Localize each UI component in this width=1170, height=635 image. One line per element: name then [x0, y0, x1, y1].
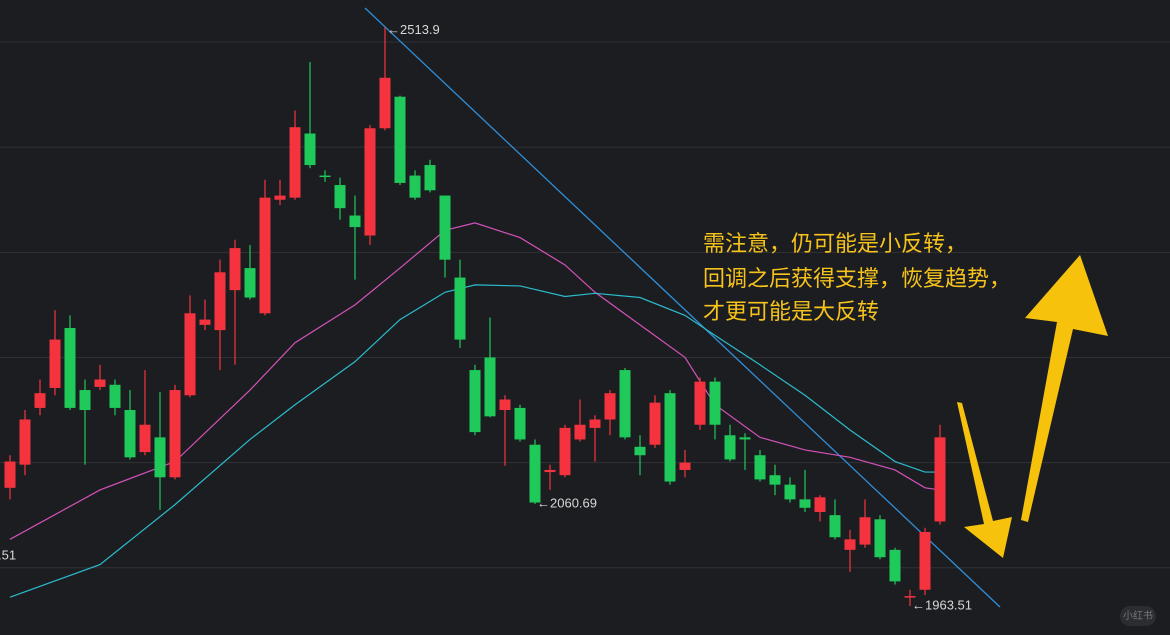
candle-body	[229, 248, 241, 291]
candle-body	[739, 437, 751, 440]
candle-body	[769, 475, 781, 485]
candle-body	[364, 128, 376, 236]
candle-body	[829, 515, 841, 538]
candle-body	[499, 399, 511, 411]
candle-body	[304, 133, 316, 166]
up-arrow	[1021, 255, 1108, 522]
candle-body	[289, 127, 301, 198]
candle-body	[484, 357, 496, 417]
candle-body	[904, 596, 916, 598]
candle-body	[64, 328, 76, 408]
candle-body	[469, 370, 481, 433]
watermark: 小红书	[1123, 609, 1153, 622]
note-line: 回调之后获得支撑，恢复趋势，	[703, 267, 1011, 292]
candle-body	[19, 419, 31, 465]
candle-body	[259, 197, 271, 314]
candle-body	[799, 499, 811, 508]
candle-body	[604, 393, 616, 420]
candles	[4, 27, 946, 607]
candle-body	[544, 469, 556, 473]
candle-body	[124, 410, 136, 458]
candle-body	[664, 393, 676, 482]
ma-line	[9, 284, 940, 598]
candle-body	[154, 437, 166, 478]
note-line: 才更可能是大反转	[703, 300, 879, 325]
candle-body	[379, 77, 391, 129]
candle-body	[649, 402, 661, 445]
candle-body	[169, 390, 181, 478]
candle-body	[934, 437, 946, 522]
candle-body	[49, 339, 61, 388]
candle-body	[334, 185, 346, 209]
candle-body	[139, 424, 151, 453]
candle-body	[694, 381, 706, 425]
price-label: ←1963.51	[912, 598, 972, 613]
candle-body	[319, 175, 331, 178]
candle-body	[34, 393, 46, 408]
candle-body	[709, 381, 721, 425]
candle-body	[844, 539, 856, 550]
candle-body	[634, 446, 646, 456]
edge-label: .51	[0, 547, 16, 562]
candle-body	[394, 96, 406, 183]
candle-body	[559, 427, 571, 476]
note-line: 需注意，仍可能是小反转，	[703, 232, 967, 257]
candle-body	[679, 462, 691, 470]
candle-body	[244, 268, 256, 298]
candle-body	[79, 390, 91, 411]
candle-body	[109, 384, 121, 408]
moving-averages	[9, 222, 941, 598]
candle-body	[814, 497, 826, 512]
candle-body	[859, 517, 871, 545]
candle-body	[784, 484, 796, 500]
candle-body	[574, 424, 586, 440]
candle-body	[274, 195, 286, 200]
candle-body	[409, 175, 421, 198]
ma-line	[9, 222, 941, 540]
candle-body	[439, 195, 451, 260]
candle-body	[619, 370, 631, 438]
candle-body	[889, 549, 901, 582]
candle-body	[754, 455, 766, 480]
candle-body	[529, 444, 541, 503]
candle-body	[94, 379, 106, 387]
candle-body	[724, 435, 736, 460]
candle-body	[589, 419, 601, 428]
price-label: ←2513.9	[387, 22, 440, 37]
labels: ←2513.9 ←2060.69 ←1963.51	[387, 22, 972, 613]
watermark-badge	[1120, 606, 1156, 626]
down-arrow	[957, 402, 1012, 558]
candle-body	[514, 407, 526, 440]
candle-body	[199, 319, 211, 325]
candle-body	[454, 277, 466, 340]
price-label: ←2060.69	[537, 495, 597, 510]
candle-body	[214, 272, 226, 331]
trend-line	[364, 7, 1001, 608]
candle-body	[919, 531, 931, 590]
candle-body	[184, 313, 196, 396]
candle-body	[349, 215, 361, 228]
candle-body	[4, 461, 16, 488]
candle-body	[424, 165, 436, 191]
candle-body	[874, 519, 886, 558]
